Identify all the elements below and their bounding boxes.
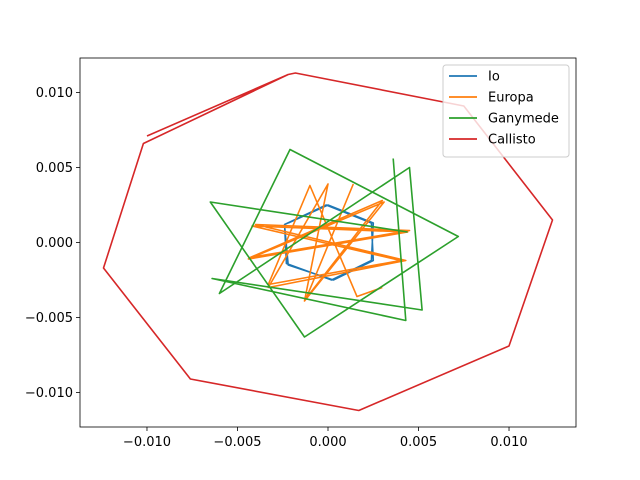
legend-label-io: Io [488,70,500,85]
legend-label-ganymede: Ganymede [488,112,559,127]
x-tick-label: 0.010 [490,435,527,450]
x-tick-label: −0.005 [213,435,261,450]
legend-label-europa: Europa [488,91,534,106]
plot-lines [102,72,554,412]
y-tick-label: −0.010 [25,386,73,401]
legend-box [442,64,570,158]
y-tick-label: 0.005 [36,161,73,176]
x-tick-label: 0.000 [309,435,346,450]
y-tick-label: −0.005 [25,311,73,326]
series-line-io [283,204,375,281]
x-tick-label: 0.005 [400,435,437,450]
y-tick-label: 0.000 [36,236,73,251]
y-tick-label: 0.010 [36,86,73,101]
y-axis: −0.010 −0.005 0.000 0.005 0.010 [25,86,80,401]
x-tick-label: −0.010 [123,435,171,450]
legend: Io Europa Ganymede Callisto [442,64,570,158]
x-axis: −0.010 −0.005 0.000 0.005 0.010 [123,427,528,450]
series-line-ganymede [209,148,460,338]
series-line-callisto [102,72,554,412]
legend-label-callisto: Callisto [488,133,536,148]
